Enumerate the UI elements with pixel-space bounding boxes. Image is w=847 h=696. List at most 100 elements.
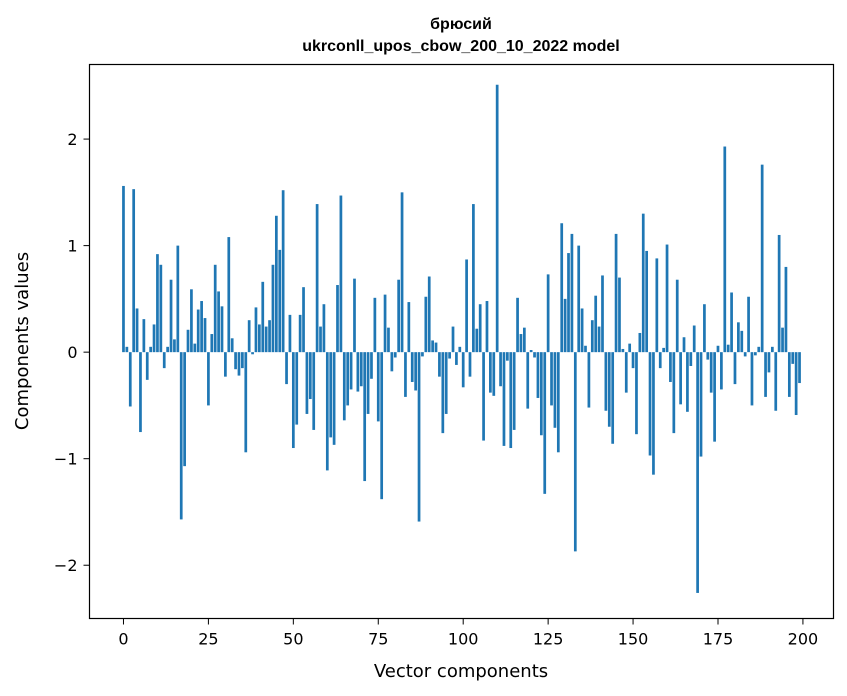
bar-127 xyxy=(553,352,557,428)
bar-54 xyxy=(305,352,309,414)
y-axis-label: Components values xyxy=(12,252,33,430)
bar-2 xyxy=(128,352,132,407)
bar-169 xyxy=(696,352,699,593)
bar-81 xyxy=(397,279,401,353)
bar-176 xyxy=(720,352,723,390)
bar-53 xyxy=(302,287,305,353)
bar-172 xyxy=(706,352,710,360)
bar-122 xyxy=(536,352,540,398)
bar-5 xyxy=(139,352,142,433)
x-axis-label: Vector components xyxy=(374,661,548,682)
bar-141 xyxy=(601,275,604,353)
bar-173 xyxy=(709,352,713,393)
bar-0 xyxy=(122,185,125,353)
bar-96 xyxy=(448,352,451,359)
bar-91 xyxy=(431,340,434,353)
bar-86 xyxy=(414,352,417,391)
bar-4 xyxy=(135,308,139,353)
bar-48 xyxy=(285,352,288,385)
chart-title-line-2: ukrconll_upos_cbow_200_10_2022 model xyxy=(302,38,619,55)
y-tick-label: 0 xyxy=(67,343,77,362)
bar-83 xyxy=(404,352,407,397)
bar-35 xyxy=(241,352,244,369)
bar-184 xyxy=(747,296,750,353)
bar-84 xyxy=(407,302,411,353)
bar-series xyxy=(122,84,801,593)
bar-19 xyxy=(186,329,190,353)
bar-167 xyxy=(689,352,693,366)
bar-85 xyxy=(410,352,414,382)
bar-198 xyxy=(794,352,798,416)
bar-154 xyxy=(645,250,649,353)
bar-106 xyxy=(482,352,485,441)
bar-31 xyxy=(227,237,231,353)
bar-191 xyxy=(770,346,774,353)
bar-109 xyxy=(492,352,496,396)
bar-69 xyxy=(356,352,360,392)
bar-22 xyxy=(196,309,200,353)
bar-77 xyxy=(383,294,387,353)
y-axis-ticks: −2 −1 0 1 2 xyxy=(54,130,90,575)
bar-161 xyxy=(669,352,672,382)
bar-181 xyxy=(737,322,740,353)
bar-44 xyxy=(271,264,275,353)
bar-194 xyxy=(781,327,784,353)
x-tick-label: 175 xyxy=(703,630,734,649)
bar-41 xyxy=(261,281,265,353)
bar-60 xyxy=(325,352,329,471)
chart-title-line-1: брюсий xyxy=(430,16,492,33)
bar-32 xyxy=(230,338,234,353)
bar-115 xyxy=(512,352,516,430)
bar-134 xyxy=(577,245,581,353)
bar-95 xyxy=(444,352,448,414)
bar-149 xyxy=(628,343,632,353)
bar-124 xyxy=(543,352,547,494)
bar-166 xyxy=(686,352,689,412)
bar-7 xyxy=(145,352,149,380)
bar-30 xyxy=(224,352,227,377)
bar-38 xyxy=(251,352,254,355)
bar-131 xyxy=(567,253,570,353)
bar-26 xyxy=(210,334,214,353)
bar-75 xyxy=(376,352,380,422)
bar-42 xyxy=(264,326,268,353)
bar-29 xyxy=(220,306,224,353)
bar-23 xyxy=(200,301,203,353)
bar-162 xyxy=(672,352,676,434)
bar-142 xyxy=(604,352,608,411)
bar-175 xyxy=(716,345,720,353)
bar-129 xyxy=(560,223,564,353)
bar-78 xyxy=(387,327,390,353)
bar-121 xyxy=(533,352,536,358)
bar-179 xyxy=(730,292,733,353)
bar-47 xyxy=(281,190,285,353)
bar-144 xyxy=(611,352,615,444)
bar-102 xyxy=(468,352,472,377)
bar-174 xyxy=(713,352,716,442)
bar-89 xyxy=(424,296,428,353)
x-tick-label: 50 xyxy=(283,630,303,649)
bar-46 xyxy=(278,249,282,353)
bar-37 xyxy=(247,320,251,353)
x-tick-label: 75 xyxy=(368,630,388,649)
bar-138 xyxy=(590,320,594,353)
bar-24 xyxy=(203,318,207,353)
bar-100 xyxy=(461,352,465,388)
plot-frame xyxy=(88,63,835,620)
bar-120 xyxy=(529,350,533,353)
bar-156 xyxy=(652,352,655,475)
bar-15 xyxy=(173,339,176,353)
bar-59 xyxy=(322,304,326,353)
bar-195 xyxy=(784,266,788,353)
bar-126 xyxy=(550,352,553,406)
bar-64 xyxy=(339,195,343,353)
bar-79 xyxy=(390,352,394,372)
bar-56 xyxy=(312,352,316,430)
bar-157 xyxy=(655,258,659,353)
bar-187 xyxy=(757,346,761,353)
bar-58 xyxy=(319,326,322,353)
bar-87 xyxy=(417,352,421,522)
bar-43 xyxy=(268,320,271,353)
y-tick-label: −2 xyxy=(54,556,78,575)
bar-34 xyxy=(237,352,241,376)
